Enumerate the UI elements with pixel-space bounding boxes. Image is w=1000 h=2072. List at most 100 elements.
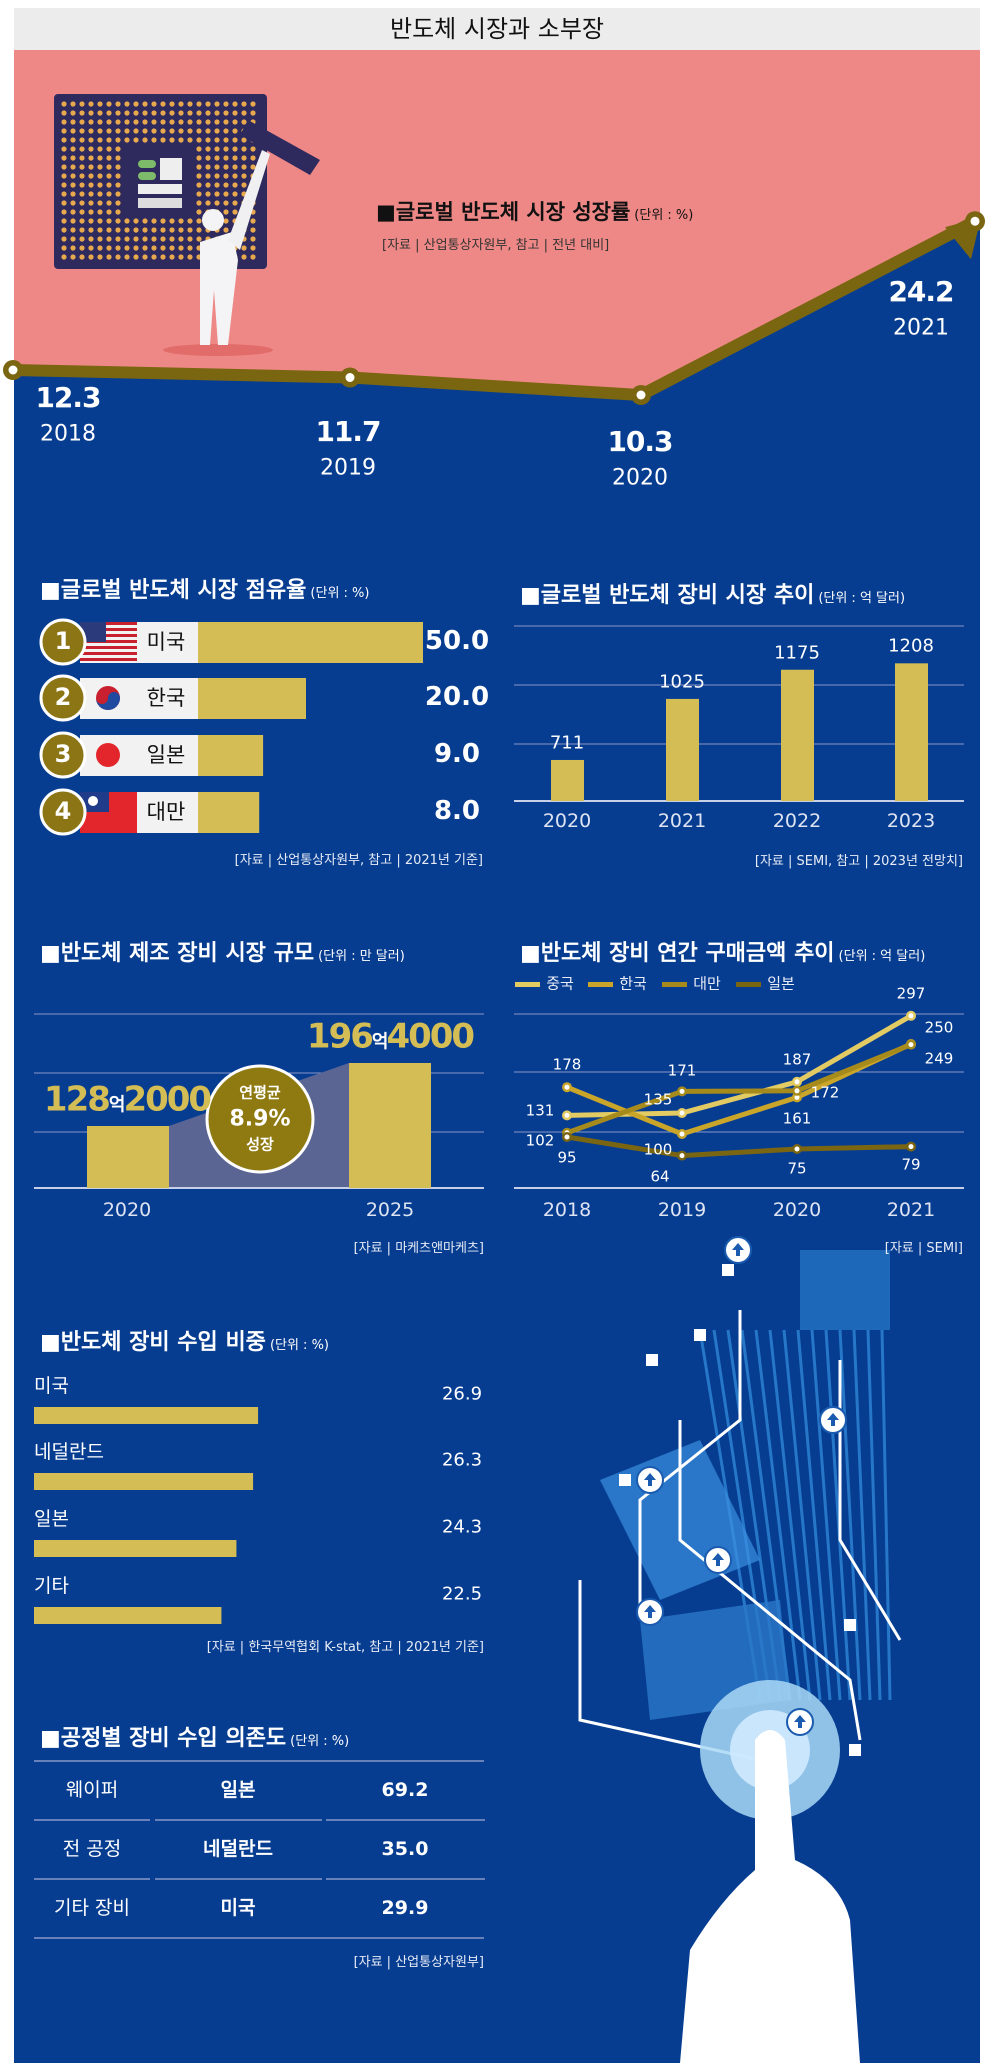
purchase-value-label: 171 bbox=[667, 1061, 697, 1080]
chip-pin bbox=[223, 200, 229, 206]
import-country-label: 일본 bbox=[34, 1508, 69, 1531]
chip-pin bbox=[187, 236, 193, 242]
chip-pin bbox=[187, 119, 193, 125]
chip-pin bbox=[187, 254, 193, 260]
chip-pin bbox=[241, 119, 247, 125]
share-source: [자료 | 산업통상자원부, 참고 | 2021년 기준] bbox=[234, 853, 483, 868]
circuit-node bbox=[694, 1329, 706, 1341]
us-flag-icon bbox=[80, 628, 137, 631]
rank-number: 2 bbox=[54, 683, 72, 712]
chip-pin bbox=[88, 191, 94, 197]
purchase-source: [자료 | SEMI] bbox=[884, 1241, 963, 1256]
us-flag-icon bbox=[80, 646, 137, 649]
share-country-label: 대만 bbox=[146, 799, 186, 824]
chip-pin bbox=[214, 137, 220, 143]
mfg-scale-unit: (단위 : 만 달러) bbox=[318, 949, 405, 964]
growth-line bbox=[12, 215, 978, 401]
chip-pin bbox=[223, 119, 229, 125]
dependency-table-title: ■공정별 장비 수입 의존도 (단위 : %) bbox=[40, 1720, 349, 1752]
legend-label: 한국 bbox=[619, 974, 647, 993]
chip-pin bbox=[232, 137, 238, 143]
arrow-up-icon bbox=[732, 1243, 744, 1256]
import-value-label: 22.5 bbox=[441, 1583, 483, 1605]
chip-pin bbox=[232, 155, 238, 161]
chip-pin bbox=[196, 236, 202, 242]
chip-pin bbox=[250, 155, 256, 161]
purchase-value-label: 64 bbox=[650, 1166, 670, 1185]
purchase-value-label: 79 bbox=[901, 1154, 921, 1173]
equip-market-bar bbox=[551, 759, 584, 801]
equip-market-year-label: 2020 bbox=[542, 810, 592, 833]
import-share-unit: (단위 : %) bbox=[269, 1338, 329, 1353]
chip-pin bbox=[232, 146, 238, 152]
chip-pin bbox=[178, 128, 184, 134]
import-share-bar bbox=[34, 1607, 222, 1624]
chip-pin bbox=[142, 245, 148, 251]
growth-value-label: 10.3 bbox=[607, 424, 673, 458]
chip-pin bbox=[79, 146, 85, 152]
import-share-bar bbox=[34, 1407, 259, 1424]
import-share-title-text: ■반도체 장비 수입 비중 bbox=[40, 1330, 266, 1355]
chip-pin bbox=[70, 137, 76, 143]
data-point-center bbox=[794, 1094, 800, 1100]
chip-pin bbox=[115, 227, 121, 233]
table-cell: 29.9 bbox=[381, 1897, 429, 1920]
chip-pin bbox=[187, 101, 193, 107]
chip-pin bbox=[106, 146, 112, 152]
chip-pin bbox=[205, 164, 211, 170]
hand-icon bbox=[680, 1730, 860, 2063]
chip-mark bbox=[138, 160, 156, 168]
chip-pin bbox=[88, 209, 94, 215]
chip-pin bbox=[115, 236, 121, 242]
cagr-label: 연평균 bbox=[239, 1083, 281, 1102]
chip-pin bbox=[115, 182, 121, 188]
data-point-center bbox=[679, 1153, 685, 1159]
chip-pin bbox=[70, 227, 76, 233]
legend-swatch bbox=[736, 982, 761, 987]
us-flag-icon bbox=[80, 640, 137, 643]
data-point-center bbox=[908, 1042, 914, 1048]
chip-pin bbox=[232, 191, 238, 197]
mfg-value-part: 4000 bbox=[386, 1016, 475, 1057]
mfg-value-part: 128 bbox=[43, 1079, 111, 1120]
chip-pin bbox=[124, 254, 130, 260]
chip-pin bbox=[88, 146, 94, 152]
chip-pin bbox=[160, 137, 166, 143]
chip-pin bbox=[232, 164, 238, 170]
chip-pin bbox=[223, 128, 229, 134]
chip-pin bbox=[142, 227, 148, 233]
legend-swatch bbox=[588, 982, 613, 987]
chip-pin bbox=[133, 119, 139, 125]
chip-pin bbox=[61, 245, 67, 251]
circuit-trace bbox=[852, 1329, 872, 1701]
chip-pin bbox=[187, 227, 193, 233]
chip-pin bbox=[223, 146, 229, 152]
chip-pin bbox=[178, 110, 184, 116]
chip-pin bbox=[223, 110, 229, 116]
chip-pin bbox=[196, 173, 202, 179]
chip-pin bbox=[115, 245, 121, 251]
dependency-source: [자료 | 산업통상자원부] bbox=[353, 1955, 484, 1970]
growth-point-center bbox=[345, 373, 355, 382]
chip-pin bbox=[97, 110, 103, 116]
share-bar bbox=[198, 678, 306, 719]
share-title-text: ■글로벌 반도체 시장 점유율 bbox=[40, 578, 307, 603]
purchase-chart-title: ■반도체 장비 연간 구매금액 추이 (단위 : 억 달러) bbox=[520, 935, 925, 967]
import-share-bar bbox=[34, 1540, 237, 1557]
mfg-bar-2020 bbox=[87, 1126, 169, 1188]
chip-pin bbox=[214, 182, 220, 188]
chip-pin bbox=[97, 209, 103, 215]
chip-pin bbox=[106, 101, 112, 107]
chip-pin bbox=[160, 119, 166, 125]
chip-pin bbox=[106, 173, 112, 179]
chip-pin bbox=[88, 254, 94, 260]
rank-number: 1 bbox=[54, 627, 72, 656]
mfg-value-part: 196 bbox=[306, 1016, 374, 1057]
chip-pin bbox=[205, 173, 211, 179]
chip-pin bbox=[88, 227, 94, 233]
chip-pin bbox=[160, 110, 166, 116]
chip-pin bbox=[250, 227, 256, 233]
chip-pin bbox=[223, 173, 229, 179]
chip-pin bbox=[88, 128, 94, 134]
